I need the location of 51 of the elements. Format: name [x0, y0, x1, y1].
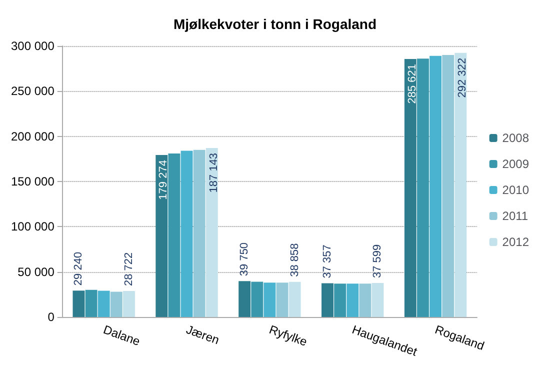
bar [322, 283, 334, 317]
bar [168, 153, 180, 317]
bar [442, 55, 454, 317]
bar [238, 281, 251, 317]
x-tick-label: Dalane [101, 322, 142, 349]
bar [334, 284, 346, 317]
data-label: 37 357 [321, 244, 334, 278]
bar [180, 150, 193, 317]
y-tick-label: 0 [48, 310, 55, 324]
data-label: 28 722 [122, 252, 135, 286]
chart-title: Mjølkekvoter i tonn i Rogaland [173, 16, 377, 32]
y-tick-label: 100 000 [10, 220, 55, 234]
data-label: 37 599 [372, 244, 384, 278]
bar [288, 282, 301, 317]
bar [417, 58, 429, 317]
bar [251, 282, 264, 317]
x-tick-label: Jæren [184, 322, 222, 348]
y-tick-label: 300 000 [10, 39, 55, 53]
data-label: 292 322 [456, 58, 469, 98]
data-label: 187 143 [208, 152, 220, 193]
data-label: 38 858 [288, 243, 301, 277]
bar [122, 291, 135, 317]
legend-label: 2010 [502, 183, 530, 197]
bar [98, 290, 110, 317]
bar [454, 52, 467, 317]
legend-label: 2012 [502, 235, 530, 249]
legend-label: 2011 [502, 209, 528, 223]
bar [193, 150, 206, 317]
bar [372, 283, 384, 317]
legend-label: 2008 [502, 131, 530, 145]
bar [264, 282, 276, 317]
bar [346, 284, 359, 317]
legend-label: 2009 [502, 157, 530, 171]
y-tick-label: 200 000 [10, 129, 55, 144]
bar [85, 290, 98, 317]
bar [72, 290, 85, 317]
data-label: 179 274 [158, 160, 170, 200]
data-label: 285 621 [406, 64, 418, 104]
x-tick-label: Ryfylke [267, 322, 310, 350]
bar [156, 155, 168, 317]
bar [206, 148, 218, 317]
data-label: 29 240 [72, 252, 85, 286]
y-tick-label: 50 000 [18, 264, 55, 279]
bar [359, 284, 372, 317]
bar [404, 58, 416, 317]
bar [110, 292, 122, 317]
y-tick-label: 150 000 [10, 174, 55, 188]
bar [276, 282, 288, 317]
data-label: 39 750 [238, 242, 251, 276]
bar [430, 56, 442, 317]
y-tick-label: 250 000 [10, 84, 55, 98]
